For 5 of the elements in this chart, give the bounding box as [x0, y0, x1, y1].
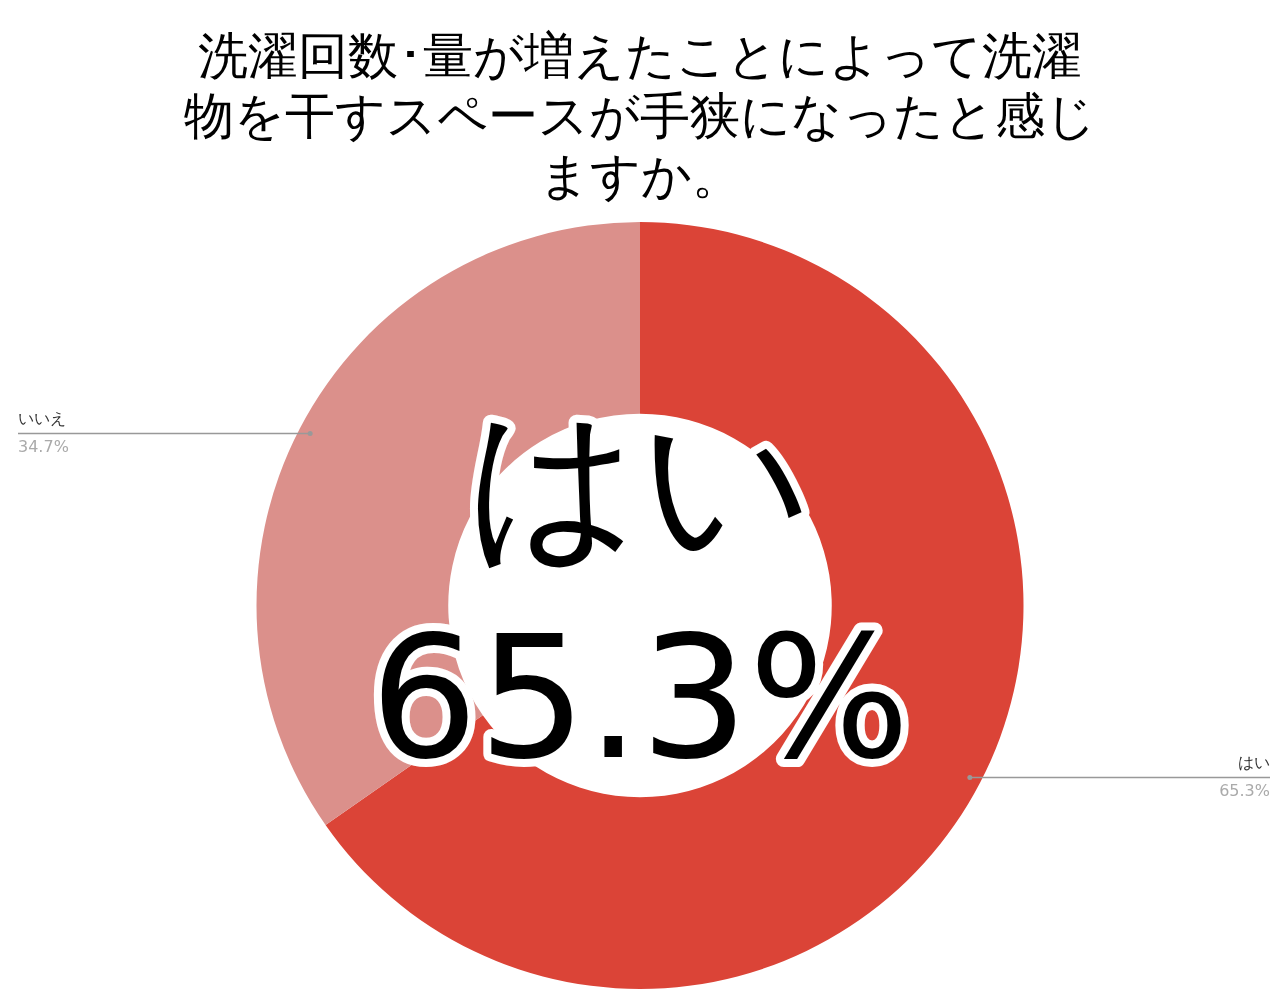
data-label: 65.3% — [1219, 780, 1270, 800]
data-label: 34.7% — [18, 436, 69, 456]
chart-title: 洗濯回数･量が増えたことによって洗濯物を干すスペースが手狭になったと感じますか。 — [184, 26, 1096, 205]
slice-label: はい — [1238, 752, 1270, 772]
slice-label: いいえ — [18, 408, 66, 428]
